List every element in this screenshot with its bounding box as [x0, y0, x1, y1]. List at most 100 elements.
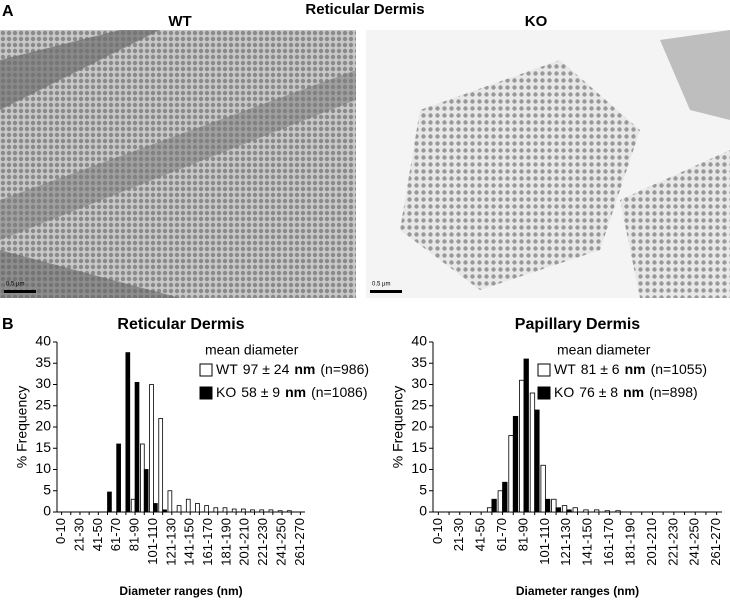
bar: [497, 490, 503, 513]
y-tick-label: 20: [411, 418, 427, 434]
x-tick-label: 41-50: [90, 518, 105, 551]
bar: [486, 507, 493, 513]
legend-text: nm: [294, 361, 315, 377]
x-tick-label: 101-110: [537, 518, 552, 565]
y-tick-label: 5: [43, 481, 51, 497]
y-tick-label: 30: [411, 375, 427, 391]
legend-text: nm: [623, 384, 644, 400]
x-tick-label: 201-210: [237, 518, 252, 566]
x-tick-label: 61-70: [108, 518, 123, 551]
x-tick-label: 121-130: [163, 518, 178, 566]
y-tick-label: 10: [411, 460, 427, 476]
y-tick-label: 35: [35, 354, 51, 370]
bar: [561, 505, 568, 513]
bar: [250, 509, 255, 513]
y-axis-label: % Frequency: [14, 386, 30, 468]
legend-entry: WT 97 ± 24 nm (n=986): [216, 361, 369, 377]
scale-bar-label: 0.5 µm: [372, 282, 390, 288]
bar: [508, 435, 514, 513]
y-tick-label: 40: [35, 333, 51, 349]
bar: [195, 503, 200, 513]
y-tick-label: 15: [411, 439, 427, 455]
x-tick-label: 41-50: [473, 518, 488, 551]
bar: [259, 509, 265, 513]
x-tick-label: 81-90: [127, 518, 142, 551]
legend-text: nm: [285, 384, 306, 400]
bar: [185, 498, 191, 513]
bar: [491, 498, 497, 513]
x-tick-label: 121-130: [558, 518, 573, 566]
bar: [162, 509, 167, 513]
x-tick-label: 261-270: [292, 518, 307, 566]
bar: [222, 507, 228, 513]
x-tick-label: 21-30: [71, 518, 86, 551]
legend-entry: KO 58 ± 9 nm (n=1086): [216, 384, 368, 400]
bar: [286, 510, 292, 513]
x-tick-label: 81-90: [515, 518, 530, 551]
bar: [277, 510, 283, 513]
bar: [134, 381, 140, 513]
legend-text: WT: [554, 361, 576, 377]
x-axis-label: Diameter ranges (nm): [119, 584, 242, 598]
micrograph-ko: 0.5 µm: [366, 30, 730, 298]
x-tick-label: 0-10: [53, 518, 68, 544]
chart-title: Papillary Dermis: [515, 316, 641, 333]
y-tick-label: 15: [35, 439, 51, 455]
bar: [566, 509, 572, 513]
y-axis-label: % Frequency: [390, 386, 406, 468]
legend-title: mean diameter: [557, 342, 651, 358]
micrograph-wt: 0.5 µm: [0, 30, 356, 298]
legend-swatch: [537, 363, 551, 377]
x-tick-label: 141-150: [182, 518, 197, 566]
bar: [153, 503, 158, 513]
legend-entry: WT 81 ± 6 nm (n=1055): [554, 361, 707, 377]
bar: [615, 510, 621, 513]
x-axis-label: Diameter ranges (nm): [516, 584, 639, 598]
x-tick-label: 181-190: [218, 518, 233, 566]
bar: [167, 490, 173, 513]
x-tick-label: 241-250: [687, 518, 702, 566]
x-tick-label: 221-230: [665, 518, 680, 566]
bar: [523, 358, 529, 513]
y-tick-label: 25: [411, 396, 427, 412]
chart-title: Reticular Dermis: [117, 316, 244, 333]
y-tick-label: 20: [35, 418, 51, 434]
legend-text: 81 ± 6: [581, 361, 620, 377]
bar: [149, 384, 154, 513]
scale-bar-label: 0.5 µm: [6, 282, 24, 288]
panel-letter: B: [2, 316, 14, 333]
bar: [107, 491, 112, 513]
legend-text: (n=898): [649, 384, 698, 400]
x-tick-label: 161-170: [601, 518, 616, 566]
bar: [116, 443, 121, 513]
legend-text: KO: [216, 384, 236, 400]
x-tick-label: 21-30: [451, 518, 466, 551]
bar: [519, 379, 525, 513]
bar: [572, 507, 578, 513]
y-tick-label: 40: [411, 333, 427, 349]
bar: [268, 509, 274, 513]
x-tick-label: 181-190: [622, 518, 637, 566]
bar: [544, 498, 551, 513]
bar: [555, 507, 561, 513]
legend-text: 58 ± 9: [241, 384, 280, 400]
bar: [594, 509, 600, 513]
legend-text: WT: [216, 361, 238, 377]
x-tick-label: 261-270: [708, 518, 723, 566]
bar: [125, 352, 131, 513]
y-tick-label: 35: [411, 354, 427, 370]
bar: [213, 507, 219, 513]
image-label: WT: [168, 13, 191, 30]
y-tick-label: 0: [419, 503, 427, 519]
x-tick-label: 241-250: [273, 518, 288, 566]
bar: [502, 481, 508, 513]
bar: [204, 505, 209, 513]
legend-swatch: [199, 386, 213, 400]
panel-letter: A: [2, 3, 14, 20]
legend-swatch: [199, 363, 213, 377]
x-tick-label: 141-150: [580, 518, 595, 566]
bar: [231, 508, 237, 513]
image-label: KO: [525, 13, 548, 30]
bar: [534, 409, 540, 513]
